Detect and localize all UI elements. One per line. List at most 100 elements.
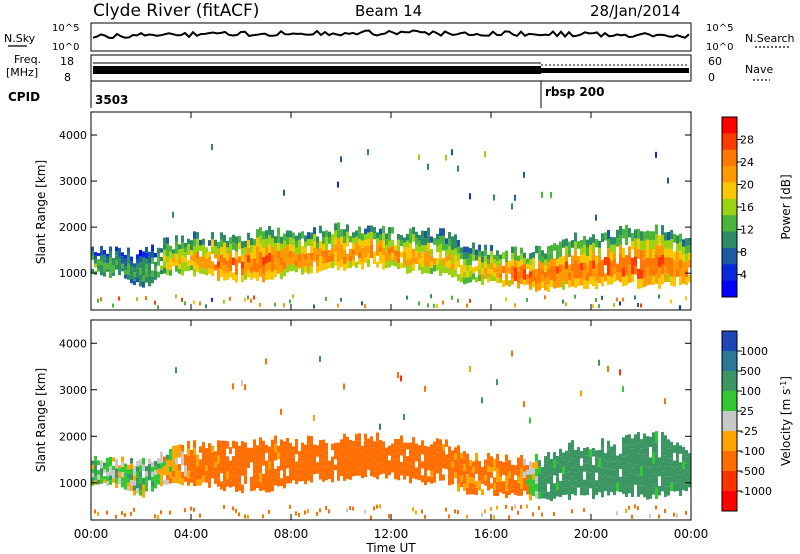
echo-cell (352, 458, 355, 465)
echo-cell-ground (199, 301, 201, 306)
echo-cell-ground (676, 513, 678, 518)
echo-cell (493, 272, 496, 277)
echo-cell (523, 484, 526, 491)
echo-cell-ground (490, 506, 492, 511)
echo-cell-sparse (469, 365, 471, 372)
echo-cell (397, 452, 400, 460)
echo-cell (538, 460, 541, 467)
echo-cell (346, 261, 349, 269)
echo-cell (424, 230, 427, 239)
echo-cell (136, 488, 139, 494)
echo-cell (391, 239, 394, 247)
echo-cell (550, 272, 553, 280)
echo-cell (670, 466, 673, 475)
echo-cell (295, 446, 298, 455)
echo-cell (640, 466, 643, 477)
echo-cell (367, 225, 370, 233)
echo-cell (565, 487, 568, 495)
echo-cell (568, 471, 571, 481)
echo-cell (268, 261, 271, 271)
echo-cell (151, 471, 154, 477)
echo-cell (121, 482, 124, 488)
echo-cell-ground (118, 296, 120, 301)
echo-cell (268, 477, 271, 485)
echo-cell (259, 268, 262, 277)
echo-cell (571, 270, 574, 279)
echo-cell (370, 462, 373, 470)
echo-cell (589, 268, 592, 277)
echo-cell (514, 485, 517, 490)
echo-cell (601, 467, 604, 478)
echo-cell (304, 444, 307, 452)
echo-cell (565, 465, 568, 473)
echo-cell (352, 249, 355, 255)
echo-cell (331, 247, 334, 255)
echo-cell (406, 442, 409, 450)
echo-cell (358, 258, 361, 265)
echo-cell (142, 263, 145, 270)
echo-cell-sparse (523, 401, 525, 408)
echo-cell (100, 260, 103, 266)
echo-cell-ground (655, 505, 657, 510)
echo-cell (352, 232, 355, 238)
echo-cell (655, 234, 658, 245)
echo-cell (265, 476, 268, 485)
echo-cell (346, 253, 349, 262)
echo-cell (439, 252, 442, 260)
echo-cell (130, 479, 133, 486)
echo-cell (322, 439, 325, 447)
echo-cell (643, 259, 646, 269)
echo-cell (148, 257, 151, 264)
echo-cell (553, 273, 556, 282)
echo-cell (232, 456, 235, 464)
echo-cell-ground (121, 511, 123, 516)
echo-cell-ground (289, 504, 291, 509)
echo-cell-ground (211, 297, 213, 302)
echo-cell (490, 483, 493, 489)
echo-cell (412, 263, 415, 271)
power-colorbar-label: Power [dB] (779, 174, 793, 239)
echo-cell (601, 277, 604, 287)
echo-cell (436, 246, 439, 253)
echo-cell (118, 465, 121, 469)
echo-cell (511, 469, 514, 475)
echo-cell (106, 467, 109, 472)
echo-cell (253, 239, 256, 246)
echo-cell (664, 240, 667, 249)
echo-cell (679, 242, 682, 251)
echo-cell (637, 432, 640, 443)
echo-cell-ground (418, 301, 420, 306)
echo-cell (499, 487, 502, 493)
echo-cell (607, 458, 610, 469)
echo-cell (409, 265, 412, 273)
echo-cell (184, 242, 187, 248)
echo-cell (160, 269, 163, 275)
echo-cell (493, 489, 496, 496)
echo-cell (553, 483, 556, 491)
echo-cell (496, 266, 499, 273)
echo-cell (625, 486, 628, 498)
echo-cell (163, 237, 166, 244)
echo-cell (226, 273, 229, 280)
echo-cell (673, 277, 676, 287)
echo-cell (676, 260, 679, 269)
echo-cell (103, 465, 106, 470)
echo-cell (457, 445, 460, 454)
echo-cell (172, 446, 175, 453)
echo-cell-ground (658, 294, 660, 299)
echo-cell-ground (415, 510, 417, 515)
echo-cell (97, 253, 100, 257)
echo-cell (322, 237, 325, 245)
echo-cell (583, 455, 586, 464)
echo-cell (685, 477, 688, 485)
echo-cell (301, 245, 304, 253)
echo-cell (421, 475, 424, 483)
echo-cell (160, 463, 163, 469)
echo-cell (649, 457, 652, 468)
echo-cell (241, 275, 244, 283)
echo-cell-ground (634, 295, 636, 300)
echo-cell (670, 441, 673, 450)
echo-cell (313, 452, 316, 460)
echo-cell (175, 265, 178, 272)
echo-cell (289, 264, 292, 272)
